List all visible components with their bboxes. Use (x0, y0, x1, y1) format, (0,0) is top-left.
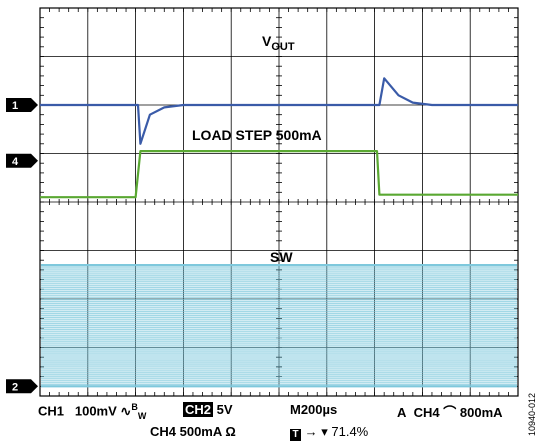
trigger-position-readout: T → ▾ 71.4% (290, 424, 368, 441)
vout-label: VOUT (262, 33, 295, 53)
ch2-readout: CH2 5V (183, 402, 233, 417)
bandwidth-limit-icon: ∿ (120, 403, 132, 419)
bandwidth-sub: W (137, 410, 147, 421)
marker-label: 2 (12, 381, 18, 393)
ch2-scale: 5V (216, 402, 233, 417)
marker-label: 4 (12, 156, 19, 168)
channel-marker-2: 2 (6, 379, 38, 394)
channel-marker-1: 1 (6, 98, 38, 112)
ch1-label: CH1 (38, 403, 65, 419)
ch1-readout: CH1 100mV ∿BW (38, 402, 146, 421)
vout-label-sub: OUT (271, 41, 295, 53)
marker-arrow (6, 379, 38, 394)
figure-id: 10940-012 (527, 392, 537, 436)
vout-label-main: V (262, 33, 272, 49)
trigger-level: 800mA (459, 405, 503, 420)
timebase-readout: M200µs (290, 402, 338, 417)
trigger-source: CH4 (413, 405, 440, 420)
graticule (39, 7, 519, 397)
bandwidth-sup: B (131, 402, 138, 412)
trigger-marker-icon: T (290, 429, 301, 441)
marker-arrow (6, 153, 38, 168)
ch4-readout: CH4 500mA Ω (150, 424, 236, 439)
ch1-scale: 100mV (74, 403, 117, 419)
load-step-trace (40, 150, 518, 199)
channel-markers: 1 4 2 (6, 98, 38, 394)
vout-trace (40, 77, 518, 145)
sw-trace (41, 263, 517, 388)
trigger-prefix: A (397, 405, 407, 420)
channel-marker-4: 4 (6, 153, 38, 168)
ch2-label: CH2 (183, 402, 214, 417)
sw-label: SW (270, 249, 293, 265)
falling-edge-icon: ⌒ (443, 405, 457, 420)
marker-arrow (6, 98, 38, 112)
trigger-position: → ▾ 71.4% (304, 424, 369, 439)
trigger-readout: A CH4 ⌒ 800mA (397, 402, 503, 421)
load-step-label: LOAD STEP 500mA (192, 127, 322, 143)
traces (40, 77, 518, 388)
marker-label: 1 (12, 100, 18, 112)
